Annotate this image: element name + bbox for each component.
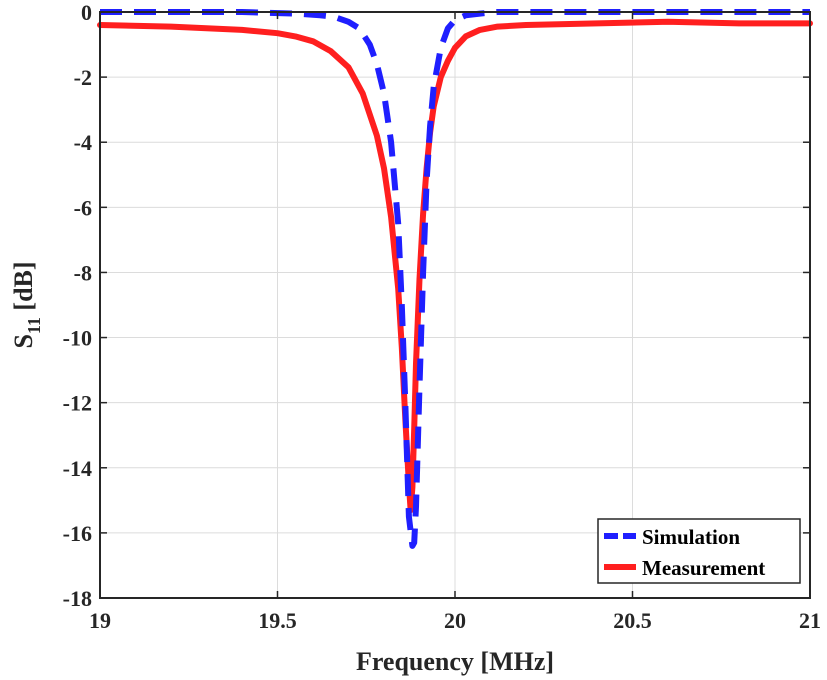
y-tick-label: -2 (74, 65, 92, 90)
y-tick-label: -16 (63, 521, 92, 546)
y-tick-label: -14 (63, 456, 92, 481)
svg-text:S11 [dB]: S11 [dB] (9, 261, 44, 348)
y-tick-label: -4 (74, 130, 92, 155)
y-axis-label-unit: [dB] (9, 261, 38, 310)
series-line-measurement (97, 18, 813, 514)
y-axis-label: S11 [dB] (9, 261, 44, 348)
series-line-simulation (100, 9, 810, 549)
y-tick-label: -6 (74, 195, 92, 220)
x-axis-label: Frequency [MHz] (356, 647, 554, 676)
x-tick-label: 19.5 (258, 608, 297, 633)
x-tick-label: 21 (799, 608, 821, 633)
y-axis-label-main: S (9, 334, 38, 348)
legend-label-simulation: Simulation (642, 525, 740, 549)
y-tick-label: 0 (81, 0, 92, 25)
axis-ticks: 19 19.5 20 20.5 21 0 -2 -4 -6 -8 -10 -12 -14 -16 -18 (63, 0, 821, 633)
x-tick-label: 20.5 (613, 608, 652, 633)
y-tick-label: -12 (63, 391, 92, 416)
legend-box (597, 518, 801, 584)
x-tick-label: 19 (89, 608, 111, 633)
y-tick-label: -10 (63, 326, 92, 351)
legend: Simulation Measurement (597, 518, 801, 584)
y-tick-label: -18 (63, 586, 92, 611)
plot-series (97, 9, 813, 549)
legend-label-measurement: Measurement (642, 556, 765, 580)
y-axis-label-subscript: 11 (24, 317, 44, 334)
y-tick-label: -8 (74, 260, 92, 285)
x-tick-label: 20 (444, 608, 466, 633)
